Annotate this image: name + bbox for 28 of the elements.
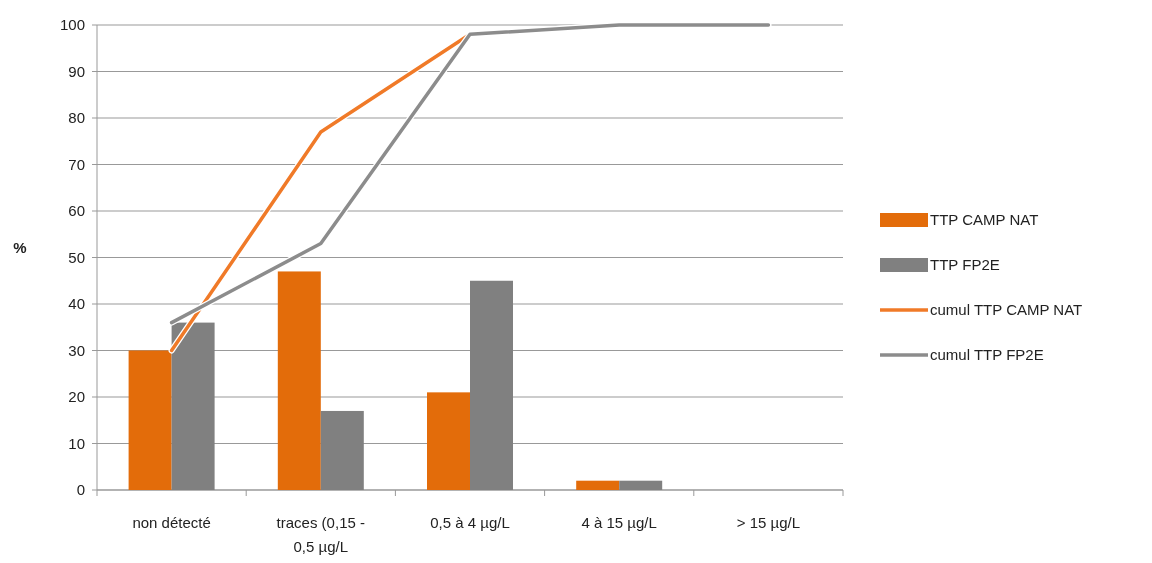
- legend-label: TTP FP2E: [930, 256, 1000, 274]
- y-axis-title: %: [13, 238, 27, 256]
- y-tick-label: 30: [68, 341, 85, 359]
- bar: [128, 350, 172, 490]
- y-tick-label: 60: [68, 202, 85, 220]
- legend-label: cumul TTP FP2E: [930, 346, 1044, 364]
- y-tick-label: 70: [68, 155, 85, 173]
- x-tick-label: traces (0,15 - 0,5 µg/L: [276, 514, 365, 555]
- y-tick-label: 40: [68, 295, 85, 313]
- y-tick-label: 10: [68, 434, 85, 452]
- y-tick-label: 90: [68, 62, 85, 80]
- legend-label: cumul TTP CAMP NAT: [930, 301, 1083, 319]
- bar: [427, 392, 470, 490]
- y-tick-label: 100: [59, 16, 85, 34]
- x-tick-label: non détecté: [132, 514, 211, 531]
- x-tick-label: > 15 µg/L: [736, 514, 801, 531]
- bar: [619, 480, 663, 490]
- x-tick-label: 4 à 15 µg/L: [581, 514, 657, 531]
- y-tick-label: 50: [68, 248, 85, 266]
- legend-label: TTP CAMP NAT: [930, 211, 1039, 229]
- bar: [320, 410, 364, 490]
- bar: [576, 480, 620, 490]
- bar: [277, 271, 321, 490]
- x-tick-label: 0,5 à 4 µg/L: [430, 514, 510, 531]
- bar: [470, 280, 513, 490]
- y-tick-label: 80: [68, 109, 85, 127]
- y-tick-label: 20: [68, 388, 85, 406]
- y-tick-label: 0: [76, 481, 85, 499]
